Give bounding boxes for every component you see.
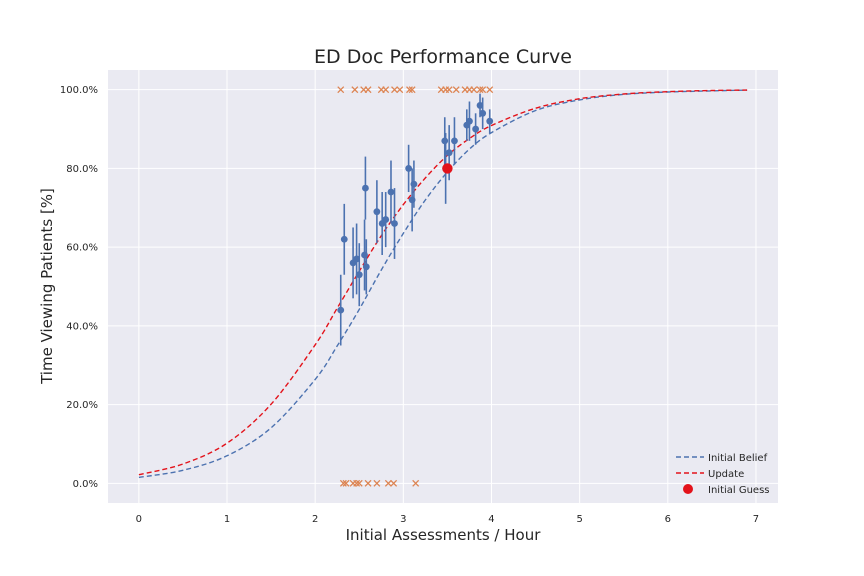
plot-area — [108, 70, 778, 503]
x-marker-stroke — [342, 479, 350, 487]
binned-data-point — [362, 184, 369, 192]
observation-success-marker — [337, 86, 345, 94]
x-marker-stroke — [373, 479, 381, 487]
x-marker-stroke — [476, 86, 484, 94]
x-marker-stroke — [452, 86, 460, 94]
observation-success-marker — [452, 86, 460, 94]
x-tick-label: 3 — [400, 514, 406, 525]
x-axis: 0 1 2 3 4 5 6 7 — [136, 514, 759, 525]
x-marker-stroke — [382, 86, 390, 94]
observation-success-marker — [408, 86, 416, 94]
legend: Initial Belief Update Initial Guess — [676, 453, 770, 496]
binned-data-point — [353, 255, 361, 263]
x-marker-stroke — [364, 86, 372, 94]
binned-data-point — [337, 306, 345, 314]
observation-failure-marker — [390, 479, 398, 487]
x-marker-stroke — [384, 479, 392, 487]
observation-failure-marker — [364, 479, 372, 487]
x-tick-label: 4 — [488, 514, 494, 525]
y-tick-label: 0.0% — [73, 479, 98, 490]
x-marker-stroke — [412, 479, 420, 487]
observation-success-marker — [479, 86, 487, 94]
x-marker-stroke — [396, 86, 404, 94]
legend-initial-guess-label: Initial Guess — [708, 485, 770, 496]
binned-data-point — [340, 235, 348, 243]
x-marker-stroke — [355, 479, 363, 487]
binned-data-point — [466, 117, 473, 125]
observation-success-marker — [486, 86, 494, 94]
observation-failure-marker — [373, 479, 381, 487]
x-tick-label: 2 — [312, 514, 318, 525]
x-marker-stroke — [391, 86, 398, 94]
x-marker-stroke — [408, 86, 416, 94]
binned-data-point — [441, 137, 449, 145]
observation-failure-marker — [342, 479, 350, 487]
x-tick-label: 6 — [665, 514, 671, 525]
binned-data-point — [479, 109, 487, 117]
observation-success-marker — [476, 86, 484, 94]
observation-failure-marker — [353, 479, 361, 487]
x-tick-label: 5 — [576, 514, 582, 525]
binned-data-point — [486, 117, 494, 125]
x-marker-stroke — [445, 86, 453, 94]
x-marker-stroke — [339, 479, 347, 487]
observation-success-marker — [382, 86, 390, 94]
binned-data-point — [355, 271, 363, 279]
observation-success-marker — [364, 86, 372, 94]
y-tick-label: 40.0% — [66, 321, 98, 332]
binned-data-point — [445, 149, 453, 157]
x-marker-stroke — [353, 479, 361, 487]
binned-data-point — [405, 165, 413, 172]
marks-layer — [337, 86, 494, 487]
binned-data-point — [382, 216, 390, 223]
observation-failure-marker — [339, 479, 347, 487]
x-marker-stroke — [351, 86, 359, 94]
x-marker-stroke — [479, 86, 487, 94]
x-tick-label: 7 — [753, 514, 759, 525]
x-axis-title: Initial Assessments / Hour — [346, 526, 542, 544]
binned-data-point — [362, 263, 370, 271]
y-tick-label: 20.0% — [66, 400, 98, 411]
x-marker-stroke — [486, 86, 494, 94]
y-tick-label: 60.0% — [66, 243, 98, 254]
observation-success-marker — [396, 86, 404, 94]
y-axis: 0.0% 20.0% 40.0% 60.0% 80.0% 100.0% — [60, 85, 98, 490]
binned-data-point — [387, 188, 395, 196]
update-curve — [138, 89, 748, 476]
observation-success-marker — [391, 86, 398, 94]
x-tick-label: 1 — [224, 514, 230, 525]
legend-initial-guess-swatch — [683, 484, 693, 494]
observation-failure-marker — [384, 479, 392, 487]
y-tick-label: 100.0% — [60, 85, 98, 96]
binned-data-point — [391, 220, 398, 227]
x-marker-stroke — [470, 86, 478, 94]
observation-success-marker — [445, 86, 453, 94]
legend-update-label: Update — [708, 469, 744, 480]
observation-success-marker — [406, 86, 413, 94]
y-axis-title: Time Viewing Patients [%] — [38, 188, 56, 385]
binned-data-point — [408, 196, 416, 204]
chart-title: ED Doc Performance Curve — [314, 46, 572, 68]
x-marker-stroke — [390, 479, 398, 487]
x-marker-stroke — [406, 86, 413, 94]
legend-initial-belief-label: Initial Belief — [708, 453, 768, 464]
binned-data-point — [361, 251, 368, 259]
binned-data-point — [451, 137, 458, 145]
observation-failure-marker — [355, 479, 363, 487]
observation-success-marker — [351, 86, 359, 94]
series-layer — [138, 89, 748, 479]
binned-data-point — [476, 102, 484, 109]
x-marker-stroke — [337, 86, 345, 94]
binned-data-point — [373, 208, 381, 216]
x-marker-stroke — [364, 479, 372, 487]
observation-success-marker — [470, 86, 478, 94]
initial-belief-curve — [138, 89, 748, 479]
x-tick-label: 0 — [136, 514, 142, 525]
initial-guess-marker — [442, 163, 453, 174]
binned-data-point — [472, 125, 480, 133]
observation-failure-marker — [412, 479, 420, 487]
binned-data-point — [410, 180, 418, 188]
y-tick-label: 80.0% — [66, 164, 98, 175]
